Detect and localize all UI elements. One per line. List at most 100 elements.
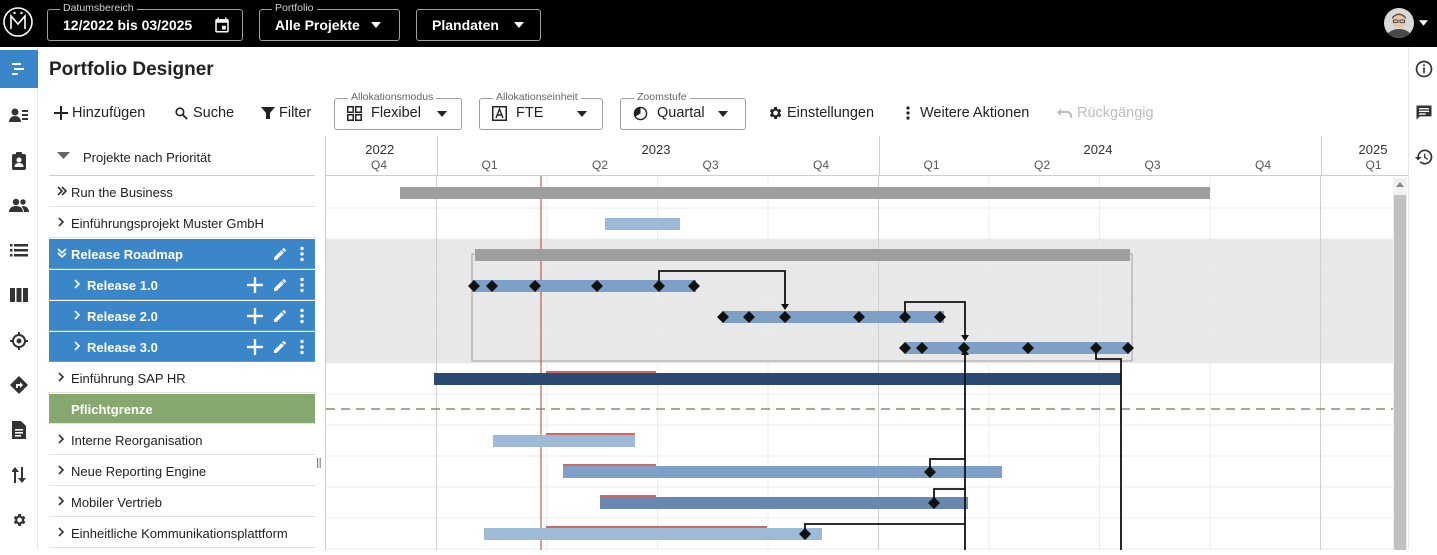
gantt-bar [472,280,696,292]
group-icon [9,198,29,212]
chevron-right-icon[interactable] [57,434,67,444]
plus-icon[interactable] [247,277,263,293]
chevron-right-icon[interactable] [57,465,67,475]
portfolio-label: Portfolio [272,1,317,15]
chevron-double-down-icon[interactable] [57,248,67,258]
group-header-label: Projekte nach Priorität [83,150,211,165]
project-name: Release 2.0 [87,309,158,324]
pencil-icon[interactable] [272,308,288,324]
project-row[interactable]: Release Roadmap [49,239,315,269]
data-mode-select[interactable]: Plandaten [416,9,541,41]
chevron-right-icon[interactable] [73,341,83,351]
row-add-button[interactable] [247,339,263,358]
app-logo-icon[interactable] [2,6,34,38]
project-row[interactable]: Run the Business [49,177,315,207]
clipboard-person-icon [12,152,26,170]
more-vertical-icon[interactable] [299,277,305,293]
group-header[interactable]: Projekte nach Priorität [49,136,315,176]
chevron-right-icon[interactable] [57,372,67,382]
zoom-select[interactable]: Zoomstufe Quartal [620,90,746,130]
data-mode-value: Plandaten [432,17,499,33]
row-more-button[interactable] [299,339,305,358]
gantt-chart: 2022 Q4 2023 Q1 Q2 Q3 Q4 2024 Q1 Q2 Q3 Q4 2025 Q1 [325,136,1409,550]
project-row[interactable]: Einführungsprojekt Muster GmbH [49,208,315,238]
timeline-year: 2025 [1358,142,1388,157]
chevron-right-icon[interactable] [57,496,67,506]
milestone-marker [958,342,970,354]
settings-button[interactable]: Einstellungen [767,103,874,123]
more-vertical-icon[interactable] [299,246,305,262]
columns-icon [10,288,28,302]
row-edit-button[interactable] [272,277,288,296]
allocation-mode-select[interactable]: Allokationsmodus Flexibel [334,90,462,130]
milestone-marker [1122,342,1134,354]
row-edit-button[interactable] [272,246,288,265]
nav-teams[interactable] [0,186,38,224]
more-vertical-icon [906,106,910,120]
nav-directions[interactable] [0,366,38,404]
pencil-icon[interactable] [272,277,288,293]
chevron-right-icon[interactable] [57,217,67,227]
project-row[interactable]: Release 1.0 [49,270,315,300]
project-row[interactable]: Release 2.0 [49,301,315,331]
zoom-label: Zoomstufe [634,90,690,104]
pencil-icon[interactable] [272,246,288,262]
chevron-right-icon[interactable] [73,279,83,289]
row-edit-button[interactable] [272,308,288,327]
dependency-line [804,523,965,534]
nav-settings[interactable] [0,501,38,539]
chevron-right-icon[interactable] [57,527,67,537]
row-add-button[interactable] [247,277,263,296]
allocation-unit-select[interactable]: Allokationseinheit FTE [479,90,603,130]
vertical-scrollbar[interactable] [1393,178,1407,550]
pencil-icon[interactable] [272,339,288,355]
nav-import-export[interactable] [0,456,38,494]
nav-portfolio-designer[interactable] [0,50,38,88]
chevron-double-right-icon[interactable] [57,186,67,196]
comment-icon[interactable] [1414,103,1434,123]
search-button[interactable]: Suche [174,103,234,123]
project-row[interactable]: Neue Reporting Engine [49,456,315,486]
plus-icon[interactable] [247,308,263,324]
add-button[interactable]: Hinzufügen [54,103,145,123]
more-actions-button[interactable]: Weitere Aktionen [900,103,1029,123]
calendar-icon[interactable] [213,16,231,34]
plus-icon[interactable] [247,339,263,355]
history-icon[interactable] [1414,147,1434,167]
portfolio-select[interactable]: Portfolio Alle Projekte [259,1,400,41]
info-icon[interactable] [1414,59,1434,79]
filter-button[interactable]: Filter [261,103,311,123]
project-row[interactable]: Interne Reorganisation [49,425,315,455]
project-row[interactable]: Einheitliche Kommunikationsplattform [49,518,315,548]
row-more-button[interactable] [299,277,305,296]
nav-list[interactable] [0,231,38,269]
nav-board[interactable] [0,276,38,314]
more-actions-label: Weitere Aktionen [920,105,1030,121]
row-edit-button[interactable] [272,339,288,358]
gantt-bar [400,187,1210,199]
date-range-label: Datumsbereich [60,1,137,15]
project-name: Pflichtgrenze [71,402,153,417]
row-more-button[interactable] [299,308,305,327]
timeline-quarter: Q1 [481,158,498,172]
nav-documents[interactable] [0,411,38,449]
more-vertical-icon[interactable] [299,308,305,324]
nav-target[interactable] [0,322,38,360]
row-more-button[interactable] [299,246,305,265]
more-vertical-icon[interactable] [299,339,305,355]
mandatory-line-row[interactable]: Pflichtgrenze [49,394,315,424]
chevron-right-icon[interactable] [73,310,83,320]
project-name: Run the Business [71,185,173,200]
account-menu-chevron-down-icon[interactable] [1419,20,1428,26]
splitter-handle-icon[interactable] [317,458,321,468]
avatar[interactable] [1384,8,1414,38]
project-row[interactable]: Einführung SAP HR [49,363,315,393]
nav-resources[interactable] [0,96,38,134]
date-range-field[interactable]: Datumsbereich 12/2022 bis 03/2025 [47,1,243,41]
project-row[interactable]: Release 3.0 [49,332,315,362]
nav-assignments[interactable] [0,142,38,180]
project-row[interactable]: Mobiler Vertrieb [49,487,315,517]
triangle-down-icon [57,152,70,159]
row-add-button[interactable] [247,308,263,327]
undo-button[interactable]: Rückgängig [1056,103,1154,123]
